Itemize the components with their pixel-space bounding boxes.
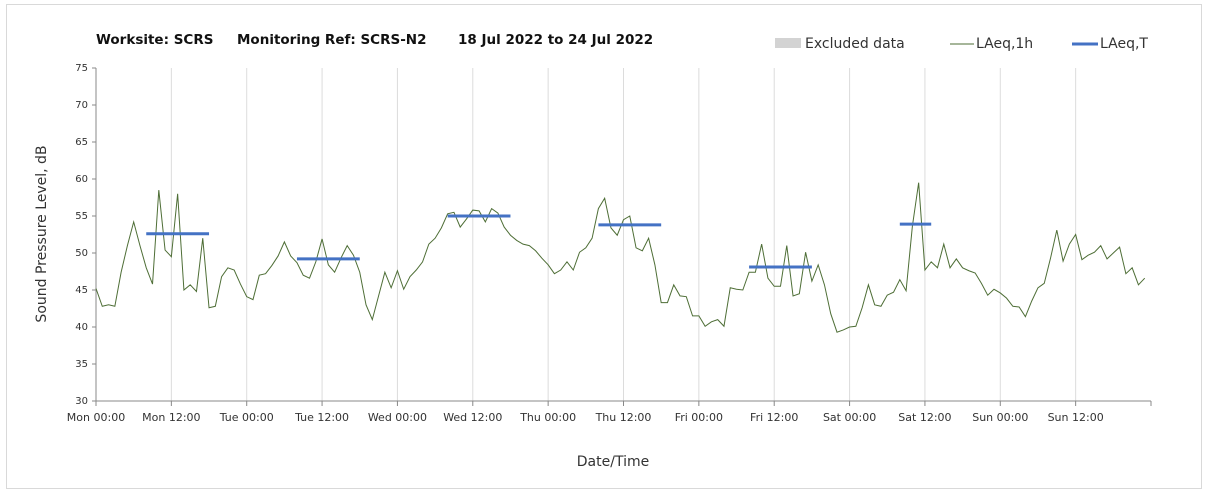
- y-tick-label: 70: [75, 100, 88, 111]
- x-tick-label: Wed 00:00: [368, 411, 427, 424]
- x-tick-label: Mon 12:00: [142, 411, 200, 424]
- x-tick-label: Wed 12:00: [443, 411, 502, 424]
- legend-label: LAeq,1h: [976, 36, 1033, 52]
- y-tick-label: 40: [75, 322, 88, 333]
- x-axis-title: Date/Time: [577, 454, 649, 470]
- y-tick-label: 45: [75, 285, 88, 296]
- chart-frame: [6, 4, 1202, 489]
- legend-swatch: [775, 38, 801, 48]
- y-tick-label: 65: [75, 137, 88, 148]
- x-tick-label: Sun 12:00: [1048, 411, 1104, 424]
- y-tick-label: 75: [75, 63, 88, 74]
- x-tick-label: Sun 00:00: [972, 411, 1028, 424]
- legend-label: Excluded data: [805, 36, 905, 52]
- x-tick-label: Fri 00:00: [675, 411, 723, 424]
- x-tick-label: Sat 00:00: [823, 411, 876, 424]
- chart-title: Worksite: SCRS: [96, 32, 213, 48]
- chart-title: Monitoring Ref: SCRS-N2: [237, 32, 427, 48]
- x-tick-label: Fri 12:00: [750, 411, 798, 424]
- y-tick-label: 30: [75, 396, 88, 407]
- x-tick-label: Mon 00:00: [67, 411, 125, 424]
- legend-label: LAeq,T: [1100, 36, 1148, 52]
- y-tick-label: 60: [75, 174, 88, 185]
- x-tick-label: Sat 12:00: [898, 411, 951, 424]
- y-tick-label: 50: [75, 248, 88, 259]
- y-tick-label: 35: [75, 359, 88, 370]
- x-tick-label: Tue 12:00: [294, 411, 349, 424]
- y-tick-label: 55: [75, 211, 88, 222]
- y-axis-title: Sound Pressure Level, dB: [34, 145, 50, 322]
- x-tick-label: Thu 12:00: [595, 411, 652, 424]
- x-tick-label: Tue 00:00: [219, 411, 274, 424]
- chart-title: 18 Jul 2022 to 24 Jul 2022: [458, 32, 653, 48]
- x-tick-label: Thu 00:00: [519, 411, 576, 424]
- line: [95, 182, 1146, 333]
